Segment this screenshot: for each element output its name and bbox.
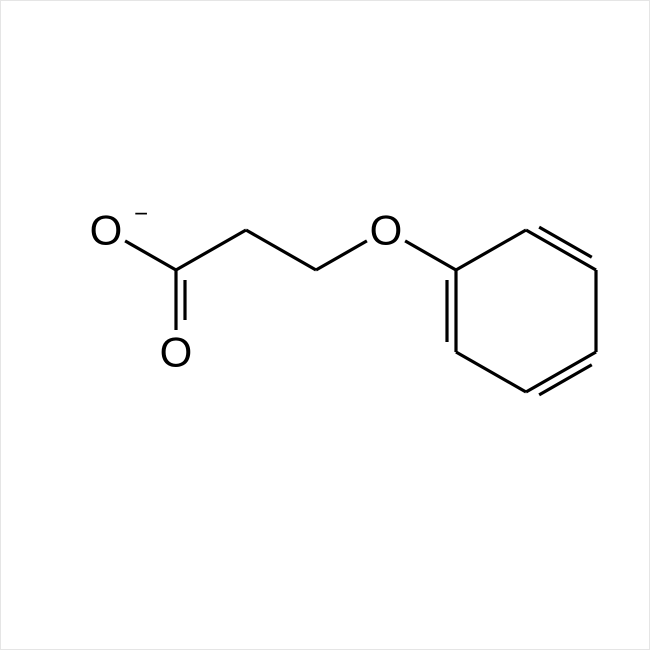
image-border [1,1,650,650]
atom-charge: − [134,201,148,228]
structure-canvas: O−OO [0,0,650,650]
bond-line [176,230,246,270]
bond-line [456,230,526,270]
bond-line [246,230,316,270]
atom-label: O [160,329,193,376]
bond-line [526,230,596,270]
molecule-diagram: O−OO [0,0,650,650]
bond-line [456,352,526,392]
bond-line [316,241,367,270]
atom-label: O [90,207,123,254]
bond-line [526,352,596,392]
bond-line [125,241,176,270]
atom-label: O [370,207,403,254]
bond-line [405,241,456,270]
